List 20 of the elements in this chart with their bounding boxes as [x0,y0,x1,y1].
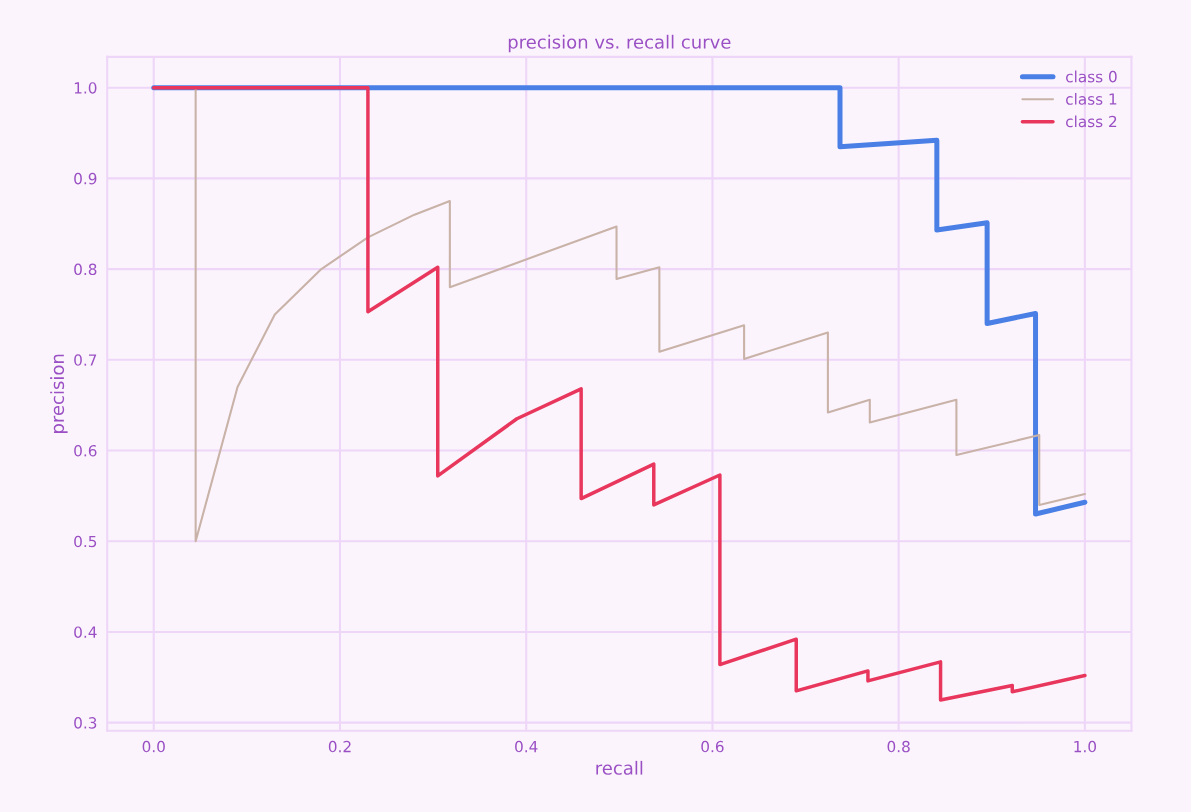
x-tick-label: 0.8 [887,740,910,753]
y-tick-label: 1.0 [74,82,97,94]
x-tick-label: 1.0 [1074,740,1097,753]
x-tick-label: 0.2 [328,740,351,753]
y-tick-label: 0.3 [74,717,97,729]
y-tick-label: 0.8 [74,263,97,276]
y-tick-label: 0.4 [74,626,97,638]
y-tick-label: 0.5 [74,535,97,548]
x-axis-title: recall [596,760,643,775]
y-tick-label: 0.7 [74,354,97,366]
x-tick-label: 0.0 [142,740,165,753]
chart-title: precision vs. recall curve [508,34,731,53]
x-tick-label: 0.4 [515,740,538,753]
legend-label: class 1 [1066,93,1117,105]
y-tick-label: 0.9 [74,172,97,185]
y-tick-label: 0.6 [74,444,97,457]
legend-label: class 2 [1066,115,1117,128]
y-axis-title: precision [50,354,68,433]
legend-label: class 0 [1066,70,1117,83]
x-tick-label: 0.6 [701,740,724,753]
